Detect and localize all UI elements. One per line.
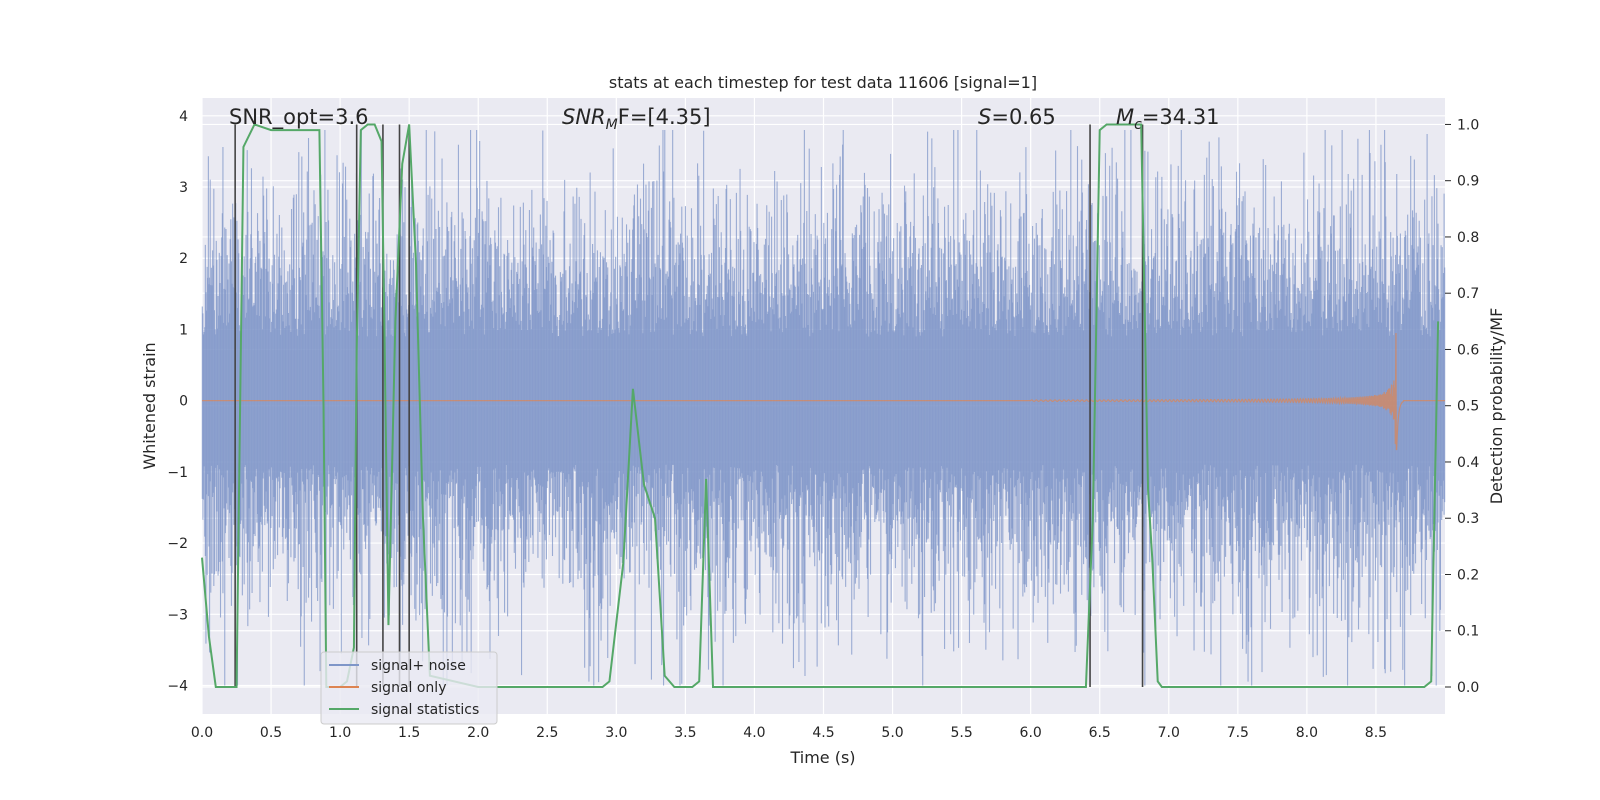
x-tick-label: 0.0 bbox=[191, 725, 213, 741]
y-axis-ticks: 4 3 2 1 0 −1 −2 −3 −4 bbox=[167, 109, 188, 695]
annotation-snr-opt: SNR_opt=3.6 bbox=[229, 105, 369, 130]
x-tick-label: 3.5 bbox=[674, 725, 696, 741]
x-tick-label: 6.0 bbox=[1020, 725, 1042, 741]
x-tick-label: 2.5 bbox=[536, 725, 558, 741]
y2-tick-label: 0.9 bbox=[1457, 174, 1479, 190]
annotation-snr-mf: SNRMF=[4.35] bbox=[562, 105, 711, 133]
x-tick-label: 1.5 bbox=[398, 725, 420, 741]
legend-label-stats: signal statistics bbox=[371, 702, 479, 718]
legend: signal+ noise signal only signal statist… bbox=[320, 651, 498, 725]
x-axis-ticks: 0.0 0.5 1.0 1.5 2.0 2.5 3.0 3.5 4.0 4.5 5.0 5.5 6.0 6… bbox=[191, 725, 1387, 741]
x-tick-label: 7.0 bbox=[1158, 725, 1180, 741]
x-tick-label: 8.5 bbox=[1365, 725, 1387, 741]
y-tick-label: −2 bbox=[167, 536, 188, 552]
x-tick-label: 8.0 bbox=[1296, 725, 1318, 741]
y2-axis-ticks: 1.0 0.9 0.8 0.7 0.6 0.5 0.4 0.3 0.2 0.1 0.0 bbox=[1445, 117, 1479, 696]
y2-tick-label: 0.6 bbox=[1457, 342, 1479, 358]
x-tick-label: 6.5 bbox=[1089, 725, 1111, 741]
x-tick-label: 0.5 bbox=[260, 725, 282, 741]
y2-tick-label: 0.3 bbox=[1457, 511, 1479, 527]
x-tick-label: 7.5 bbox=[1227, 725, 1249, 741]
y-tick-label: −3 bbox=[167, 607, 188, 623]
legend-label-signal: signal only bbox=[371, 680, 446, 696]
y-tick-label: 0 bbox=[179, 394, 188, 410]
legend-label-noise: signal+ noise bbox=[371, 658, 466, 674]
x-axis-label: Time (s) bbox=[789, 748, 855, 767]
y2-tick-label: 0.7 bbox=[1457, 286, 1479, 302]
y-tick-label: 3 bbox=[179, 180, 188, 196]
signal-statistics-series bbox=[201, 123, 1440, 688]
x-tick-label: 3.0 bbox=[605, 725, 627, 741]
x-tick-label: 4.0 bbox=[743, 725, 765, 741]
x-tick-label: 2.0 bbox=[467, 725, 489, 741]
x-tick-label: 1.0 bbox=[329, 725, 351, 741]
y-axis-label: Whitened strain bbox=[140, 342, 159, 469]
annotation-s: S=0.65 bbox=[978, 105, 1056, 129]
y-tick-label: −1 bbox=[167, 465, 188, 481]
y2-tick-label: 0.2 bbox=[1457, 567, 1479, 583]
legend-box bbox=[320, 651, 498, 725]
y2-axis-label: Detection probability/MF bbox=[1487, 308, 1506, 505]
y2-tick-label: 0.8 bbox=[1457, 230, 1479, 246]
y-tick-label: 1 bbox=[179, 322, 188, 338]
y-tick-label: −4 bbox=[167, 679, 188, 695]
y2-tick-label: 0.0 bbox=[1457, 680, 1479, 696]
x-tick-label: 5.0 bbox=[881, 725, 903, 741]
y2-tick-label: 1.0 bbox=[1457, 117, 1479, 133]
y2-tick-label: 0.1 bbox=[1457, 624, 1479, 640]
x-tick-label: 5.5 bbox=[950, 725, 972, 741]
y-tick-label: 4 bbox=[179, 109, 188, 125]
y2-tick-label: 0.4 bbox=[1457, 455, 1479, 471]
annotation-mc: Mc=34.31 bbox=[1116, 105, 1220, 133]
x-tick-label: 4.5 bbox=[812, 725, 834, 741]
y-tick-label: 2 bbox=[179, 251, 188, 267]
y2-tick-label: 0.5 bbox=[1457, 399, 1479, 415]
chart-title: stats at each timestep for test data 116… bbox=[609, 73, 1037, 92]
